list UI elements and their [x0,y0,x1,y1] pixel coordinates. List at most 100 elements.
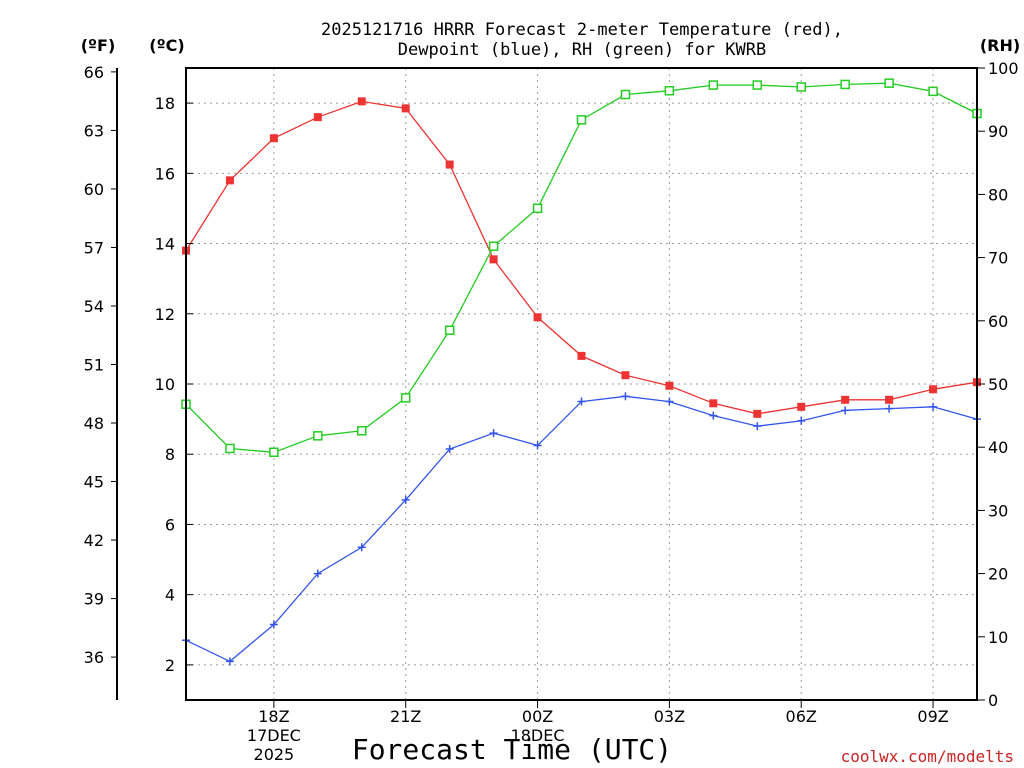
dewpoint-point [401,495,410,504]
date-label: 18DEC [511,726,565,745]
temperature-point [929,385,938,394]
rh-point [313,431,323,441]
celsius-unit-label: (ºC) [149,36,184,55]
c-tick-label: 18 [155,94,175,113]
credit-text: coolwx.com/modelts [841,747,1014,766]
rh-point [532,203,543,214]
c-tick-label: 10 [155,375,175,394]
rh-tick-label: 40 [988,438,1008,457]
temperature-line [185,100,978,415]
rh-point [576,115,587,125]
rh-point [357,426,367,436]
grid-lines [186,68,977,700]
rh-point [620,89,631,100]
rh-point [752,80,763,90]
rh-tick-label: 60 [988,312,1008,331]
temperature-point [841,395,850,404]
time-tick-label: 06Z [786,707,817,726]
rh-point [400,393,411,403]
temperature-point [665,381,674,390]
date-label: 2025 [254,745,295,764]
celsius-axis: 2 4 6 8 10 12 14 16 18 [155,94,193,675]
rh-point [664,86,675,96]
time-tick-label: 09Z [917,707,948,726]
chart-title-line2: Dewpoint (blue), RH (green) for KWRB [398,40,766,60]
dewpoint-point [489,429,498,438]
c-tick-label: 4 [165,586,175,605]
f-tick-label: 45 [84,473,104,492]
rh-tick-label: 30 [988,501,1008,520]
dewpoint-point [313,569,322,578]
temperature-point [753,409,762,418]
rh-point [928,86,938,97]
c-tick-label: 12 [155,305,175,324]
rh-point [444,325,455,336]
rh-point [269,447,279,458]
dewpoint-point [885,404,894,413]
rh-tick-label: 10 [988,628,1008,647]
rh-unit-label: (RH) [980,36,1020,55]
series-layer [181,78,982,666]
f-tick-label: 51 [84,355,104,374]
temperature-point [533,313,542,322]
dewpoint-point [929,402,938,411]
rh-tick-label: 80 [988,185,1008,204]
dewpoint-point [621,392,630,401]
c-tick-label: 8 [165,445,175,464]
f-tick-label: 63 [84,121,104,140]
temperature-point [225,176,234,185]
dewpoint-line [185,395,978,663]
time-tick-label: 21Z [390,707,421,726]
time-tick-label: 03Z [654,707,685,726]
rh-point [708,80,719,90]
time-tick-label: 00Z [522,707,553,726]
dewpoint-point [577,397,586,406]
c-tick-label: 2 [165,656,175,675]
fahrenheit-unit-label: (ºF) [81,36,116,55]
date-label: 17DEC [247,726,301,745]
temperature-point [489,255,498,264]
temperature-point [445,160,454,169]
c-tick-label: 6 [165,515,175,534]
f-tick-label: 66 [84,63,104,82]
dewpoint-point [841,406,850,415]
temperature-point [357,97,366,106]
time-tick-label: 18Z [258,707,289,726]
rh-tick-label: 20 [988,565,1008,584]
rh-axis: 0 10 20 30 40 50 60 70 80 90 100 [977,59,1019,710]
chart-title-line1: 2025121716 HRRR Forecast 2-meter Tempera… [321,20,843,40]
dewpoint-point [797,416,806,425]
temperature-point [313,113,322,122]
temperature-point [885,395,894,404]
rh-point [884,78,894,88]
f-tick-label: 57 [84,238,104,257]
temperature-point [577,351,586,360]
rh-tick-label: 90 [988,122,1008,141]
f-tick-label: 42 [84,531,104,550]
temperature-point [401,104,410,113]
dewpoint-point [225,657,234,666]
f-tick-label: 60 [84,180,104,199]
dewpoint-point [357,543,366,552]
temperature-point [797,402,806,411]
c-tick-label: 14 [155,235,175,254]
temperature-point [269,134,278,143]
dewpoint-point [445,444,454,453]
rh-point [840,79,850,90]
dewpoint-point [269,620,278,629]
dewpoint-point [533,441,542,450]
temperature-point [621,371,630,380]
rh-point [796,82,806,92]
rh-tick-label: 50 [988,375,1008,394]
dewpoint-point [665,397,674,406]
rh-tick-label: 100 [988,59,1019,78]
f-tick-label: 48 [84,414,104,433]
rh-line [185,82,978,453]
f-tick-label: 36 [84,648,104,667]
temperature-point [709,399,718,408]
x-axis-title: Forecast Time (UTC) [352,733,672,766]
fahrenheit-axis: 36 39 42 45 48 51 54 57 60 63 66 [84,63,118,700]
c-tick-label: 16 [155,164,175,183]
f-tick-label: 39 [84,590,104,609]
